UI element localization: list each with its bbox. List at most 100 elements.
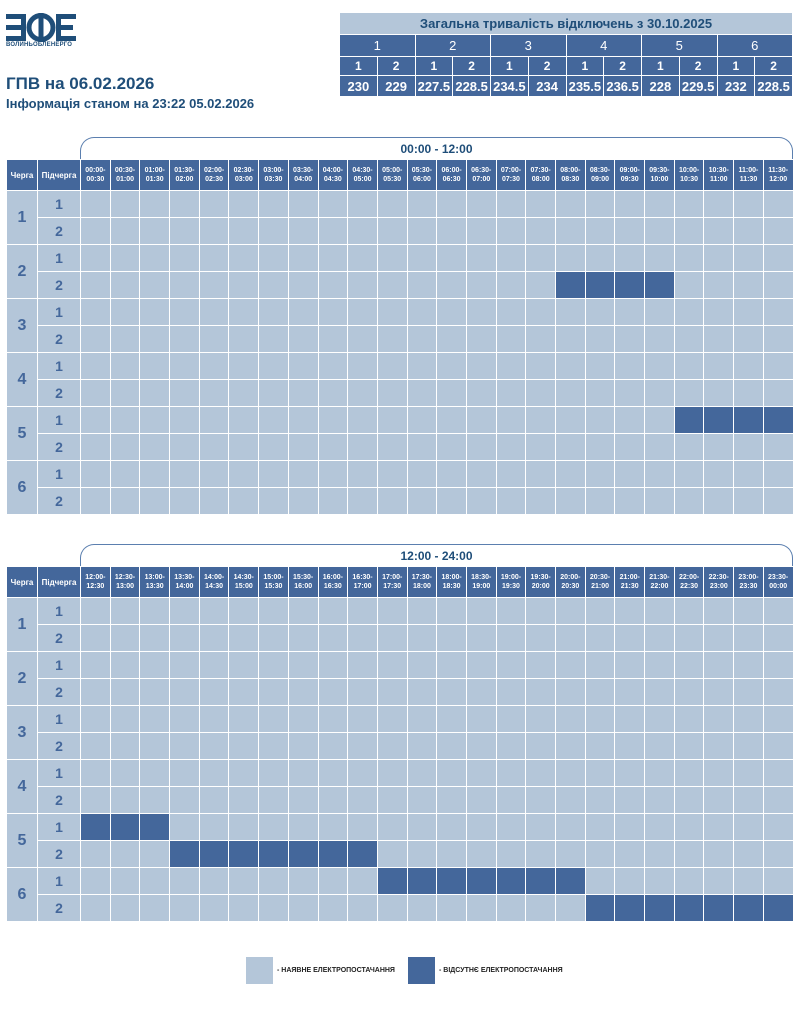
time-slot-end: 13:30	[145, 583, 164, 590]
slot-power-on	[614, 190, 646, 218]
slot-power-on	[376, 813, 408, 841]
time-slot-header: 19:30- 20:00	[525, 566, 556, 598]
slot-power-on	[614, 705, 646, 733]
slot-power-on	[673, 597, 705, 625]
time-slot-header: 09:30- 10:00	[644, 159, 675, 191]
slot-power-on	[347, 379, 378, 407]
time-slot-end: 14:30	[205, 583, 224, 590]
slot-power-on	[198, 217, 230, 245]
slot-power-on	[80, 190, 111, 218]
slot-power-on	[733, 651, 764, 679]
slot-power-on	[584, 217, 616, 245]
slot-power-on	[673, 487, 705, 515]
slot-power-on	[169, 487, 200, 515]
time-slot-header: 09:00- 09:30	[614, 159, 646, 191]
slot-power-on	[80, 433, 111, 461]
slot-power-on	[139, 487, 171, 515]
time-slot-start: 15:00-	[263, 574, 284, 581]
slot-power-on	[673, 271, 705, 299]
time-slot-start: 03:30-	[293, 167, 314, 174]
slot-power-on	[614, 813, 646, 841]
time-slot-header: 15:00- 15:30	[258, 566, 289, 598]
slot-power-on	[436, 786, 467, 814]
slot-power-on	[228, 678, 260, 706]
slot-power-on	[347, 894, 378, 922]
queue-label: 6	[6, 460, 38, 515]
slot-power-off	[495, 867, 527, 895]
slot-power-on	[80, 325, 111, 353]
time-slot-end: 23:30	[739, 583, 758, 590]
slot-power-on	[169, 867, 200, 895]
slot-power-on	[555, 352, 586, 380]
slot-power-on	[762, 867, 794, 895]
schedule-row: 2	[7, 732, 794, 760]
time-slot-header: 02:30- 03:00	[228, 159, 260, 191]
subqueue-label: 1	[37, 460, 81, 488]
slot-power-on	[198, 597, 230, 625]
time-slot-end: 06:30	[442, 176, 461, 183]
slot-power-on	[555, 813, 586, 841]
summary-queue-header: 5	[641, 34, 718, 57]
slot-power-on	[376, 406, 408, 434]
time-slot-end: 00:30	[86, 176, 105, 183]
slot-power-on	[109, 379, 141, 407]
slot-power-on	[406, 840, 438, 868]
slot-power-on	[584, 244, 616, 272]
slot-power-on	[436, 217, 467, 245]
slot-power-on	[169, 352, 200, 380]
slot-power-on	[406, 894, 438, 922]
queue-label: 4	[6, 759, 38, 814]
slot-power-on	[80, 352, 111, 380]
slot-power-on	[495, 624, 527, 652]
summary-title: Загальна тривалість відключень з 30.10.2…	[339, 12, 793, 35]
slot-power-on	[258, 406, 289, 434]
slot-power-on	[525, 379, 556, 407]
time-slot-start: 07:00-	[500, 167, 522, 174]
time-slot-end: 06:00	[412, 176, 431, 183]
slot-power-off	[614, 271, 646, 299]
time-slot-end: 08:30	[561, 176, 580, 183]
slot-power-on	[169, 460, 200, 488]
summary-subqueue-header: 1	[716, 56, 756, 76]
slot-power-on	[228, 705, 260, 733]
slot-power-on	[258, 786, 289, 814]
time-slot-end: 05:00	[353, 176, 372, 183]
slot-power-on	[465, 651, 497, 679]
slot-power-on	[703, 460, 735, 488]
slot-power-on	[673, 651, 705, 679]
slot-power-on	[287, 325, 319, 353]
subqueue-label: 1	[37, 813, 81, 841]
slot-power-on	[139, 705, 171, 733]
subqueue-column-header: Підчерга	[37, 566, 81, 598]
summary-value: 235.5	[565, 75, 605, 97]
time-slot-header: 21:30- 22:00	[644, 566, 675, 598]
slot-power-on	[347, 433, 378, 461]
slot-power-on	[555, 651, 586, 679]
summary-values-row: 230 229 227.5 228.5 234.5 234 235.5 236.5 228 229…	[339, 75, 793, 97]
slot-power-on	[555, 732, 586, 760]
slot-power-on	[406, 487, 438, 515]
time-slot-start: 21:00-	[619, 574, 640, 581]
slot-power-on	[258, 271, 289, 299]
slot-power-on	[287, 379, 319, 407]
slot-power-on	[139, 352, 171, 380]
slot-power-on	[465, 298, 497, 326]
slot-power-on	[555, 597, 586, 625]
slot-power-on	[228, 786, 260, 814]
slot-power-on	[80, 379, 111, 407]
slot-power-on	[673, 190, 705, 218]
slot-power-on	[287, 271, 319, 299]
time-slot-header: 16:30- 17:00	[347, 566, 378, 598]
slot-power-on	[465, 624, 497, 652]
time-slot-end: 23:00	[709, 583, 728, 590]
slot-power-on	[169, 379, 200, 407]
slot-power-off	[436, 867, 467, 895]
slot-power-on	[733, 705, 764, 733]
slot-power-on	[317, 624, 349, 652]
slot-power-off	[198, 840, 230, 868]
summary-queue-header: 6	[716, 34, 793, 57]
slot-power-on	[495, 651, 527, 679]
schedule-row: 2	[7, 433, 794, 461]
time-slot-header: 17:00- 17:30	[376, 566, 408, 598]
slot-power-on	[525, 244, 556, 272]
